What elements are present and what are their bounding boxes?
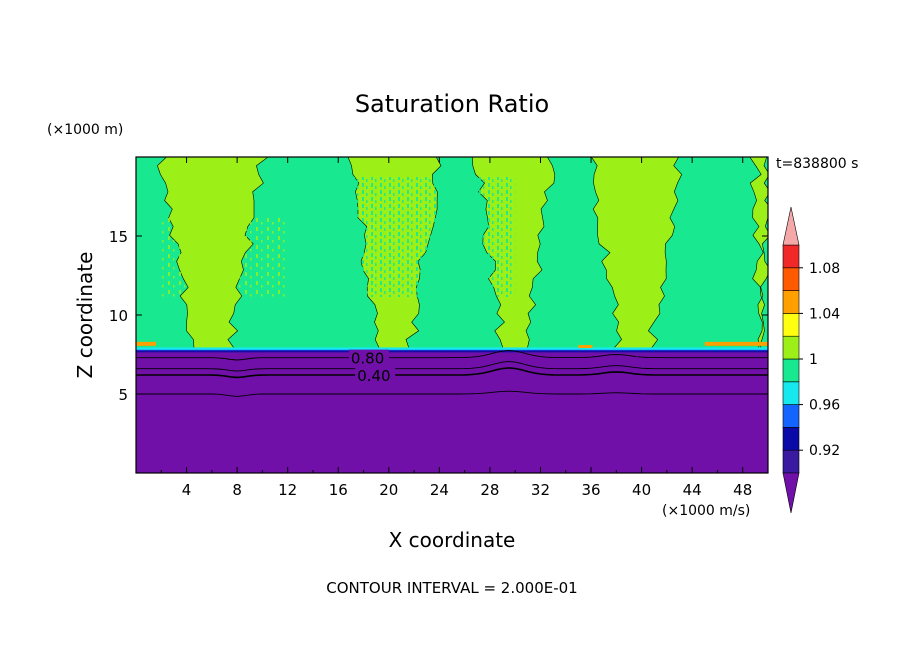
x-tick-label: 8 [232, 481, 242, 499]
x-tick-label: 44 [683, 481, 702, 499]
edge-highlight [578, 345, 593, 349]
x-axis-ticks: 4 8 12 16 20 24 28 32 36 40 44 48 [160, 157, 752, 499]
x-tick-label: 12 [278, 481, 297, 499]
colorbar-tick-label: 1 [809, 352, 818, 368]
speckle-region [161, 217, 288, 297]
x-tick-label: 28 [480, 481, 499, 499]
colorbar-swatch [782, 335, 800, 360]
x-axis-label: X coordinate [389, 528, 516, 552]
colorbar-swatch [782, 244, 800, 269]
x-tick-label: 32 [531, 481, 550, 499]
edge-highlight [136, 341, 156, 346]
x-tick-label: 20 [379, 481, 398, 499]
saturated-column [749, 157, 768, 349]
x-tick-label: 24 [430, 481, 449, 499]
boundary-band [136, 347, 768, 351]
colorbar-swatch [782, 381, 800, 405]
colorbar-swatch [782, 427, 800, 451]
colorbar-over-triangle [782, 206, 800, 246]
x-tick-label: 48 [733, 481, 752, 499]
contour-line [136, 361, 768, 372]
colorbar-swatch [782, 358, 800, 383]
colorbar-swatch [782, 267, 800, 291]
contour-label: 0.80 [351, 350, 384, 368]
contour-line [136, 390, 768, 397]
y-tick-label: 5 [118, 386, 128, 404]
y-axis-ticks: 5 10 15 [109, 228, 768, 404]
colorbar-tick-label: 0.96 [809, 398, 840, 414]
x-unit-label: (×1000 m/s) [662, 503, 750, 519]
saturated-column [591, 157, 683, 349]
speckle-region [312, 177, 516, 297]
y-unit-label: (×1000 m) [47, 122, 123, 138]
colorbar-tick-label: 1.04 [809, 306, 840, 322]
contour-label: 0.40 [357, 367, 390, 385]
x-tick-label: 40 [632, 481, 651, 499]
contour-line [136, 350, 768, 361]
x-tick-label: 4 [182, 481, 192, 499]
colorbar-swatch [782, 449, 800, 474]
edge-highlight [704, 341, 768, 346]
y-axis-label: Z coordinate [73, 252, 97, 379]
contour-interval-label: CONTOUR INTERVAL = 2.000E-01 [326, 579, 577, 597]
colorbar-swatch [782, 290, 800, 314]
y-tick-label: 10 [109, 307, 128, 325]
time-label: t=838800 s [776, 156, 858, 172]
colorbar-tick-label: 0.92 [809, 443, 840, 459]
colorbar-swatch [782, 404, 800, 428]
colorbar: 0.92 0.96 1 1.04 1.08 [782, 206, 840, 514]
x-tick-label: 36 [581, 481, 600, 499]
plot-area: 0.800.40 [136, 157, 768, 473]
contour-label-background [355, 367, 396, 382]
colorbar-swatch [782, 313, 800, 337]
chart-title: Saturation Ratio [355, 90, 549, 118]
colorbar-under-triangle [782, 472, 800, 514]
dry-layer-region [136, 351, 768, 473]
contour-label-background [348, 349, 389, 364]
x-tick-label: 16 [329, 481, 348, 499]
contour-line [136, 367, 768, 379]
colorbar-tick-label: 1.08 [809, 261, 840, 277]
y-tick-label: 15 [109, 228, 128, 246]
